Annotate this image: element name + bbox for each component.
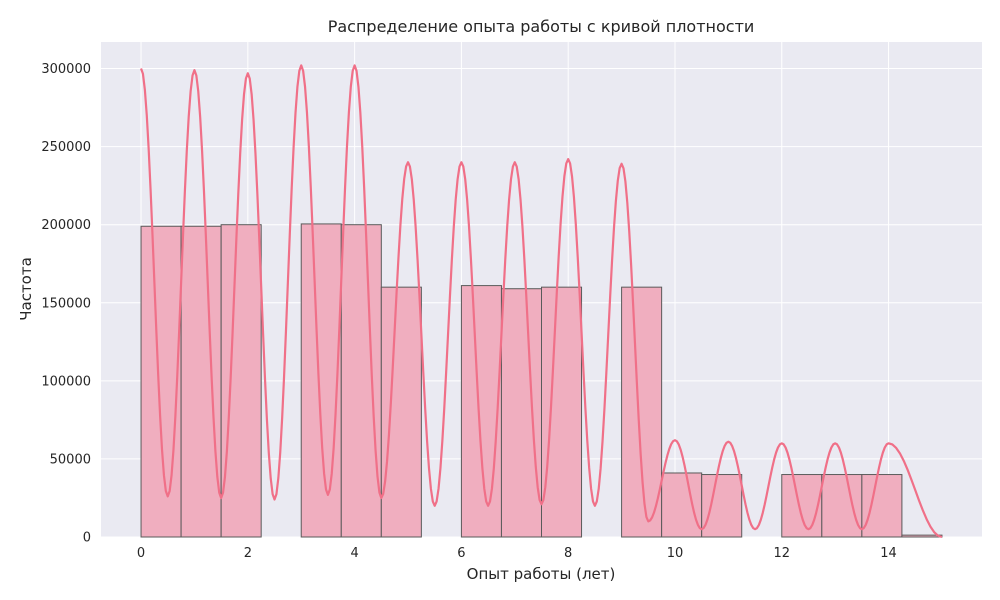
histogram-bar [541, 286, 583, 538]
histogram-bar [701, 474, 743, 538]
x-tick-label: 12 [773, 546, 790, 561]
y-tick-label: 0 [83, 531, 91, 546]
density-curve [140, 64, 943, 539]
y-tick-label: 100000 [41, 374, 91, 389]
x-tick-label: 4 [350, 546, 358, 561]
histogram-bars [140, 223, 943, 538]
x-tick-label: 6 [457, 546, 465, 561]
y-axis-ticks: 0 50000 100000 150000 200000 250000 300000 [41, 62, 91, 545]
x-axis-ticks: 0 2 4 6 8 10 12 14 [137, 546, 897, 561]
y-tick-label: 200000 [41, 218, 91, 233]
histogram-bar [621, 286, 663, 538]
histogram-bar [380, 286, 422, 538]
y-tick-label: 150000 [41, 296, 91, 311]
y-tick-label: 50000 [50, 452, 91, 467]
histogram-bar [901, 534, 943, 538]
histogram-bar [340, 224, 382, 538]
histogram-bar [460, 285, 502, 538]
x-tick-label: 14 [880, 546, 897, 561]
histogram-bar [500, 288, 543, 538]
x-tick-label: 2 [244, 546, 252, 561]
y-tick-label: 300000 [41, 62, 91, 77]
histogram-bar [180, 225, 222, 538]
x-axis-label: Опыт работы (лет) [467, 565, 616, 583]
y-tick-label: 250000 [41, 140, 91, 155]
histogram-bar [861, 474, 903, 538]
x-tick-label: 8 [564, 546, 572, 561]
histogram-bar [220, 224, 262, 538]
histogram-bar [661, 472, 703, 538]
histogram-bar [821, 474, 863, 538]
histogram-bar [300, 223, 342, 538]
chart-title: Распределение опыта работы с кривой плот… [328, 17, 755, 36]
histogram-bar [140, 225, 182, 538]
y-axis-label: Частота [17, 257, 35, 321]
x-tick-label: 0 [137, 546, 145, 561]
x-tick-label: 10 [667, 546, 684, 561]
histogram-bar [781, 474, 823, 538]
